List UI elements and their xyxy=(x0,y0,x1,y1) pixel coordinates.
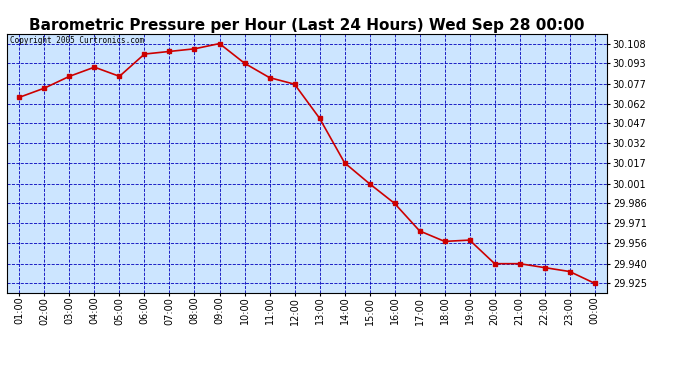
Text: Copyright 2005 Curtronics.com: Copyright 2005 Curtronics.com xyxy=(10,36,144,45)
Title: Barometric Pressure per Hour (Last 24 Hours) Wed Sep 28 00:00: Barometric Pressure per Hour (Last 24 Ho… xyxy=(29,18,585,33)
